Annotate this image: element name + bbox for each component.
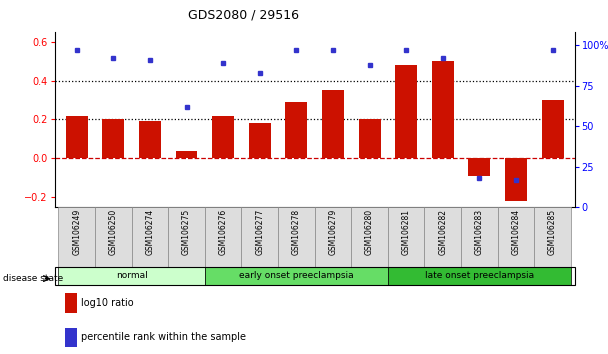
- Bar: [131, 207, 168, 267]
- Text: GSM106275: GSM106275: [182, 209, 191, 255]
- Bar: [461, 207, 498, 267]
- Bar: [212, 115, 234, 159]
- Text: disease state: disease state: [3, 274, 63, 283]
- Bar: [359, 120, 381, 159]
- Bar: [542, 100, 564, 159]
- Bar: [395, 65, 417, 159]
- Text: early onset preeclampsia: early onset preeclampsia: [239, 271, 354, 280]
- Bar: [322, 90, 344, 159]
- Bar: [176, 151, 198, 159]
- Text: GSM106282: GSM106282: [438, 209, 447, 255]
- Bar: [534, 207, 571, 267]
- Bar: [58, 207, 95, 267]
- Text: GSM106284: GSM106284: [511, 209, 520, 255]
- Text: GSM106278: GSM106278: [292, 209, 301, 255]
- Text: log10 ratio: log10 ratio: [81, 298, 133, 308]
- Bar: [388, 267, 571, 285]
- Bar: [205, 207, 241, 267]
- Bar: [95, 207, 131, 267]
- Bar: [66, 115, 88, 159]
- Bar: [351, 207, 388, 267]
- Bar: [505, 159, 527, 201]
- Text: percentile rank within the sample: percentile rank within the sample: [81, 332, 246, 342]
- Bar: [249, 124, 271, 159]
- Bar: [498, 207, 534, 267]
- Text: normal: normal: [116, 271, 148, 280]
- Bar: [139, 121, 161, 159]
- Text: GSM106281: GSM106281: [402, 209, 410, 255]
- Bar: [432, 61, 454, 159]
- Bar: [65, 293, 77, 313]
- Text: GSM106276: GSM106276: [219, 209, 227, 255]
- Text: GSM106250: GSM106250: [109, 209, 118, 255]
- Text: GSM106279: GSM106279: [328, 209, 337, 255]
- Bar: [102, 120, 124, 159]
- Bar: [168, 207, 205, 267]
- Text: GSM106274: GSM106274: [145, 209, 154, 255]
- Text: late onset preeclampsia: late onset preeclampsia: [425, 271, 534, 280]
- Bar: [278, 207, 315, 267]
- Text: GDS2080 / 29516: GDS2080 / 29516: [188, 9, 299, 22]
- Text: GSM106249: GSM106249: [72, 209, 81, 255]
- Text: GSM106285: GSM106285: [548, 209, 557, 255]
- Bar: [285, 102, 307, 159]
- Text: GSM106280: GSM106280: [365, 209, 374, 255]
- Bar: [241, 207, 278, 267]
- Bar: [205, 267, 388, 285]
- Bar: [65, 328, 77, 347]
- Bar: [468, 159, 491, 176]
- Bar: [424, 207, 461, 267]
- Text: GSM106283: GSM106283: [475, 209, 484, 255]
- Text: GSM106277: GSM106277: [255, 209, 264, 255]
- Bar: [315, 207, 351, 267]
- Bar: [58, 267, 205, 285]
- Bar: [388, 207, 424, 267]
